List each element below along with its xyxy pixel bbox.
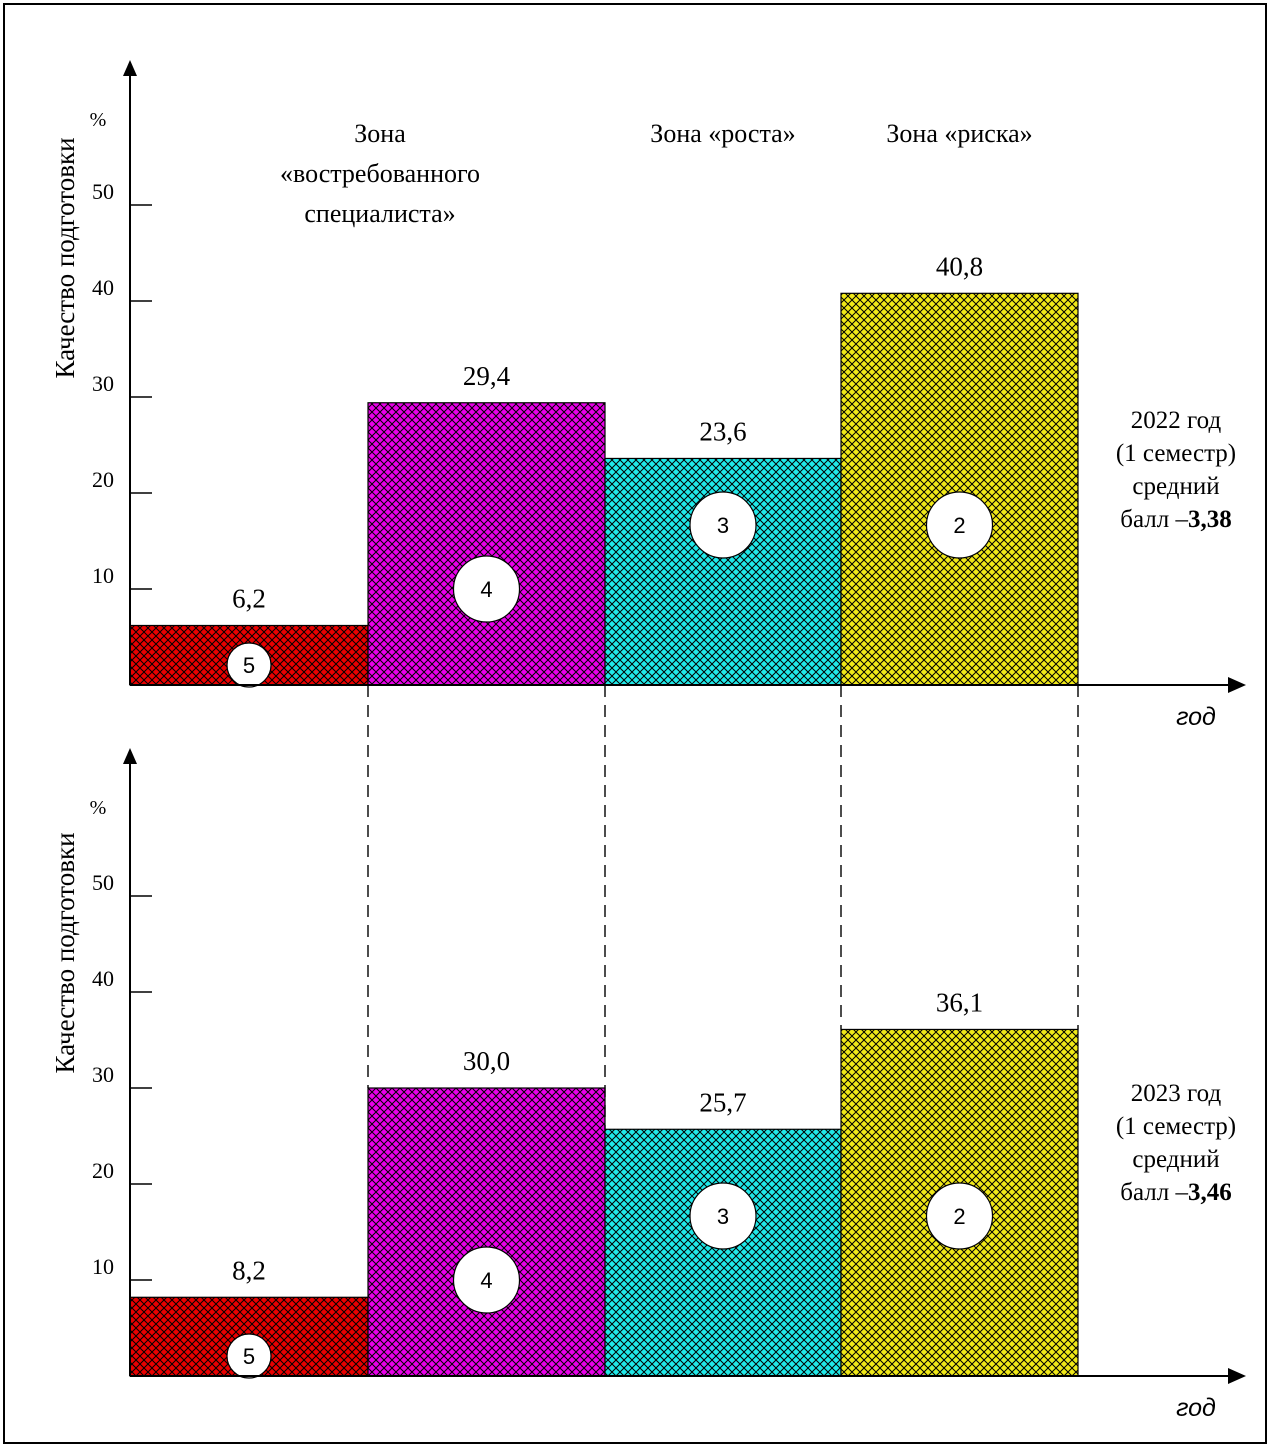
value-label: 8,2 [232,1255,266,1285]
y-tick-label: 10 [92,1254,114,1279]
y-tick-label: 10 [92,563,114,588]
value-label: 29,4 [463,361,511,391]
grade-circle [925,1182,994,1250]
grade-circle [226,642,272,688]
average-value: 3,38 [1188,506,1232,533]
average-prefix: балл – [1120,506,1188,533]
grade-number: 2 [953,1204,965,1229]
grade-circle [925,491,994,559]
y-axis-arrow [123,60,137,76]
y-tick-label: 20 [92,467,114,492]
y-axis-title: Качество подготовки [50,832,80,1073]
zone-title-line: «востребованного [280,159,480,188]
zone-title-line: Зона «риска» [886,119,1032,148]
side-note-line: 2023 год [1131,1080,1222,1107]
grade-number: 5 [243,653,255,678]
x-axis-title: год [1176,703,1216,731]
bar-grade-4-pattern [367,402,606,686]
y-tick-label: 30 [92,1062,114,1087]
grade-number: 4 [480,1268,492,1293]
side-note-line: 2022 год [1131,407,1222,434]
grade-number: 4 [480,577,492,602]
page-border [3,3,1267,1444]
x-axis-title: год [1176,1394,1216,1422]
value-label: 6,2 [232,583,266,613]
grade-number: 3 [717,1204,729,1229]
side-note-line: средний [1132,1146,1219,1173]
grade-number: 3 [717,513,729,538]
side-note-line: (1 семестр) [1116,440,1236,467]
grade-circle [689,1182,757,1250]
zone-title-line: специалиста» [304,199,455,228]
value-label: 40,8 [936,251,983,281]
value-label: 30,0 [463,1046,510,1076]
y-tick-label: 50 [92,870,114,895]
bar-grade-3-pattern [604,1128,842,1377]
y-tick-label: 50 [92,179,114,204]
value-label: 23,6 [699,416,746,446]
y-unit-label: % [90,797,107,819]
x-axis-arrow [1228,1368,1246,1384]
bar-grade-2-pattern [840,292,1079,686]
side-note-line: (1 семестр) [1116,1113,1236,1140]
y-axis-title: Качество подготовки [50,137,80,378]
bar-grade-4-pattern [367,1087,606,1377]
side-note-line: средний [1132,473,1219,500]
average-prefix: балл – [1120,1179,1188,1206]
y-unit-label: % [90,109,107,131]
y-tick-label: 40 [92,275,114,300]
y-tick-label: 30 [92,371,114,396]
value-label: 36,1 [936,987,983,1017]
average-value: 3,46 [1188,1179,1232,1206]
zone-title-line: Зона «роста» [650,119,795,148]
grade-circle [226,1333,272,1379]
zone-title-line: Зона [354,119,406,148]
grade-circle [452,1246,521,1314]
grade-number: 5 [243,1344,255,1369]
grade-circle [689,491,757,559]
grade-number: 2 [953,513,965,538]
value-label: 25,7 [699,1087,746,1117]
y-axis-arrow [123,748,137,764]
x-axis-arrow [1228,677,1246,693]
y-tick-label: 40 [92,966,114,991]
y-tick-label: 20 [92,1158,114,1183]
grade-circle [452,555,521,623]
